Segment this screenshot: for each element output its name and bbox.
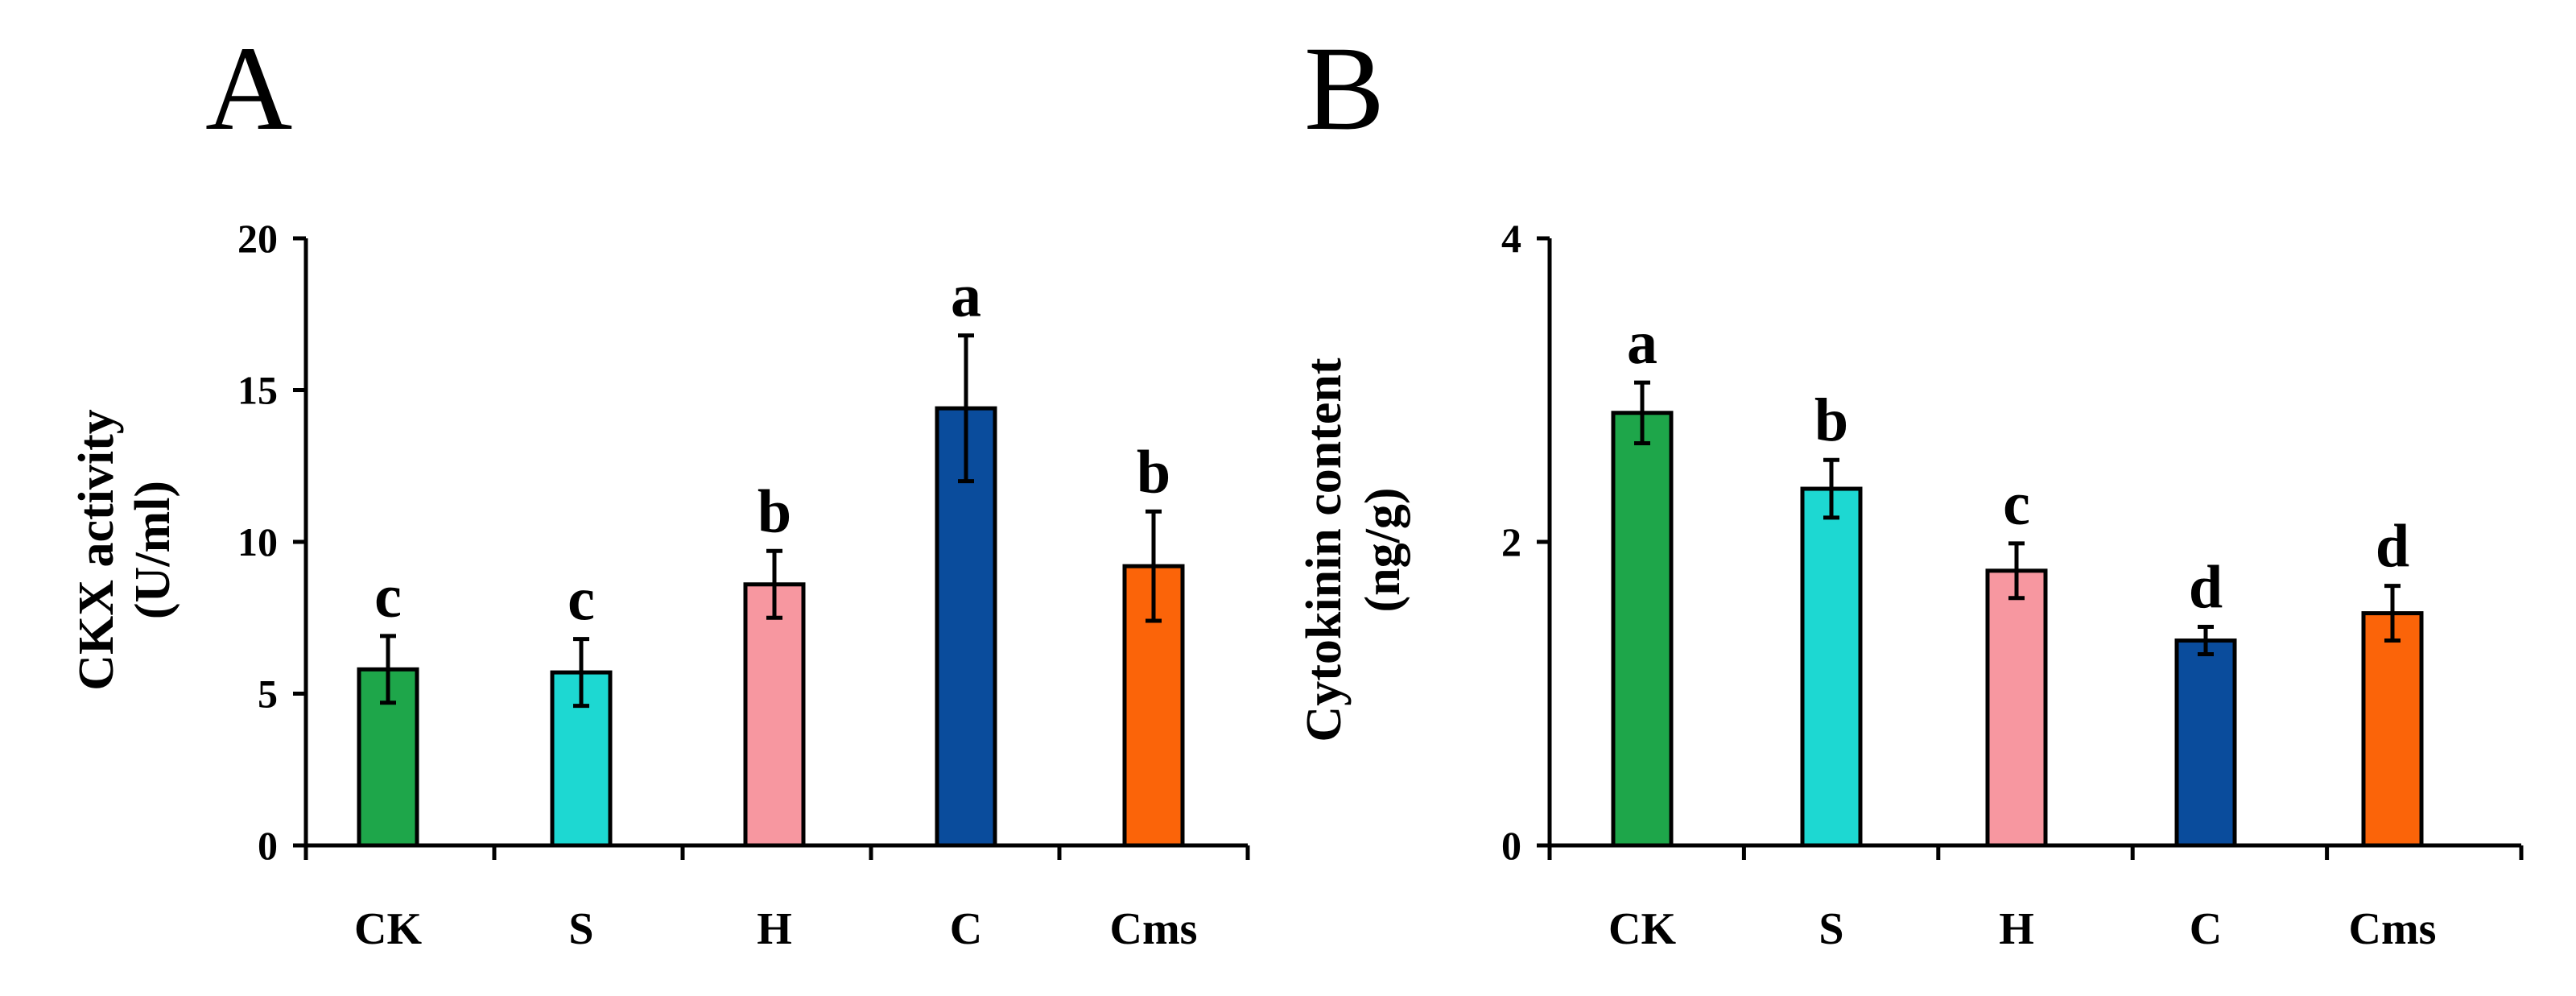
significance-label: c [568,566,595,634]
y-axis-title: CKX activity [69,409,124,691]
panel-letter: A [205,22,292,155]
x-tick-label: H [1999,904,2034,954]
x-tick-label: H [757,904,792,954]
panel-a: A 0 5 10 15 20 CK S H C Cms c c b a b CKX activity (U/ml) [69,22,1250,954]
y-axis-title: (U/ml) [126,481,180,619]
y-tick-label: 20 [237,216,278,261]
x-tick-label: C [950,904,982,954]
bar-c [935,406,997,848]
y-tick-label: 0 [258,823,278,868]
significance-label: b [758,477,791,545]
x-tick-label: S [1818,904,1843,954]
y-tick-label: 15 [237,368,278,413]
significance-label: b [1137,438,1170,506]
y-tick-label: 5 [258,672,278,717]
x-tick-label: S [568,904,593,954]
y-tick-label: 0 [1501,823,1521,868]
y-axis-title: (ng/g) [1356,488,1410,613]
x-tick-label: Cms [1110,904,1198,954]
bar-h [1985,568,2048,848]
x-tick-label: CK [354,904,422,954]
significance-label: d [2189,554,2223,622]
significance-label: d [2376,513,2409,581]
x-tick-label: C [2190,904,2222,954]
bar-h [743,582,806,848]
bar-cms [2361,611,2424,848]
y-tick-label: 4 [1501,216,1521,261]
significance-label: b [1814,386,1848,454]
significance-label: a [951,262,981,330]
y-axis-title: Cytokinin content [1297,357,1352,742]
significance-label: a [1627,309,1657,377]
bar-s [1800,486,1863,848]
panel-b: B 0 2 4 CK S H C Cms a b c d d Cytokinin content (ng/g) [1297,22,2524,954]
panel-letter: B [1304,22,1385,155]
bar-ck [357,667,419,848]
significance-label: c [374,563,402,630]
significance-label: c [2003,470,2030,538]
x-tick-label: CK [1608,904,1676,954]
bar-ck [1611,411,1674,848]
bar-c [2174,639,2237,848]
y-tick-label: 2 [1501,519,1521,564]
x-tick-label: Cms [2349,904,2437,954]
y-tick-label: 10 [237,519,278,564]
